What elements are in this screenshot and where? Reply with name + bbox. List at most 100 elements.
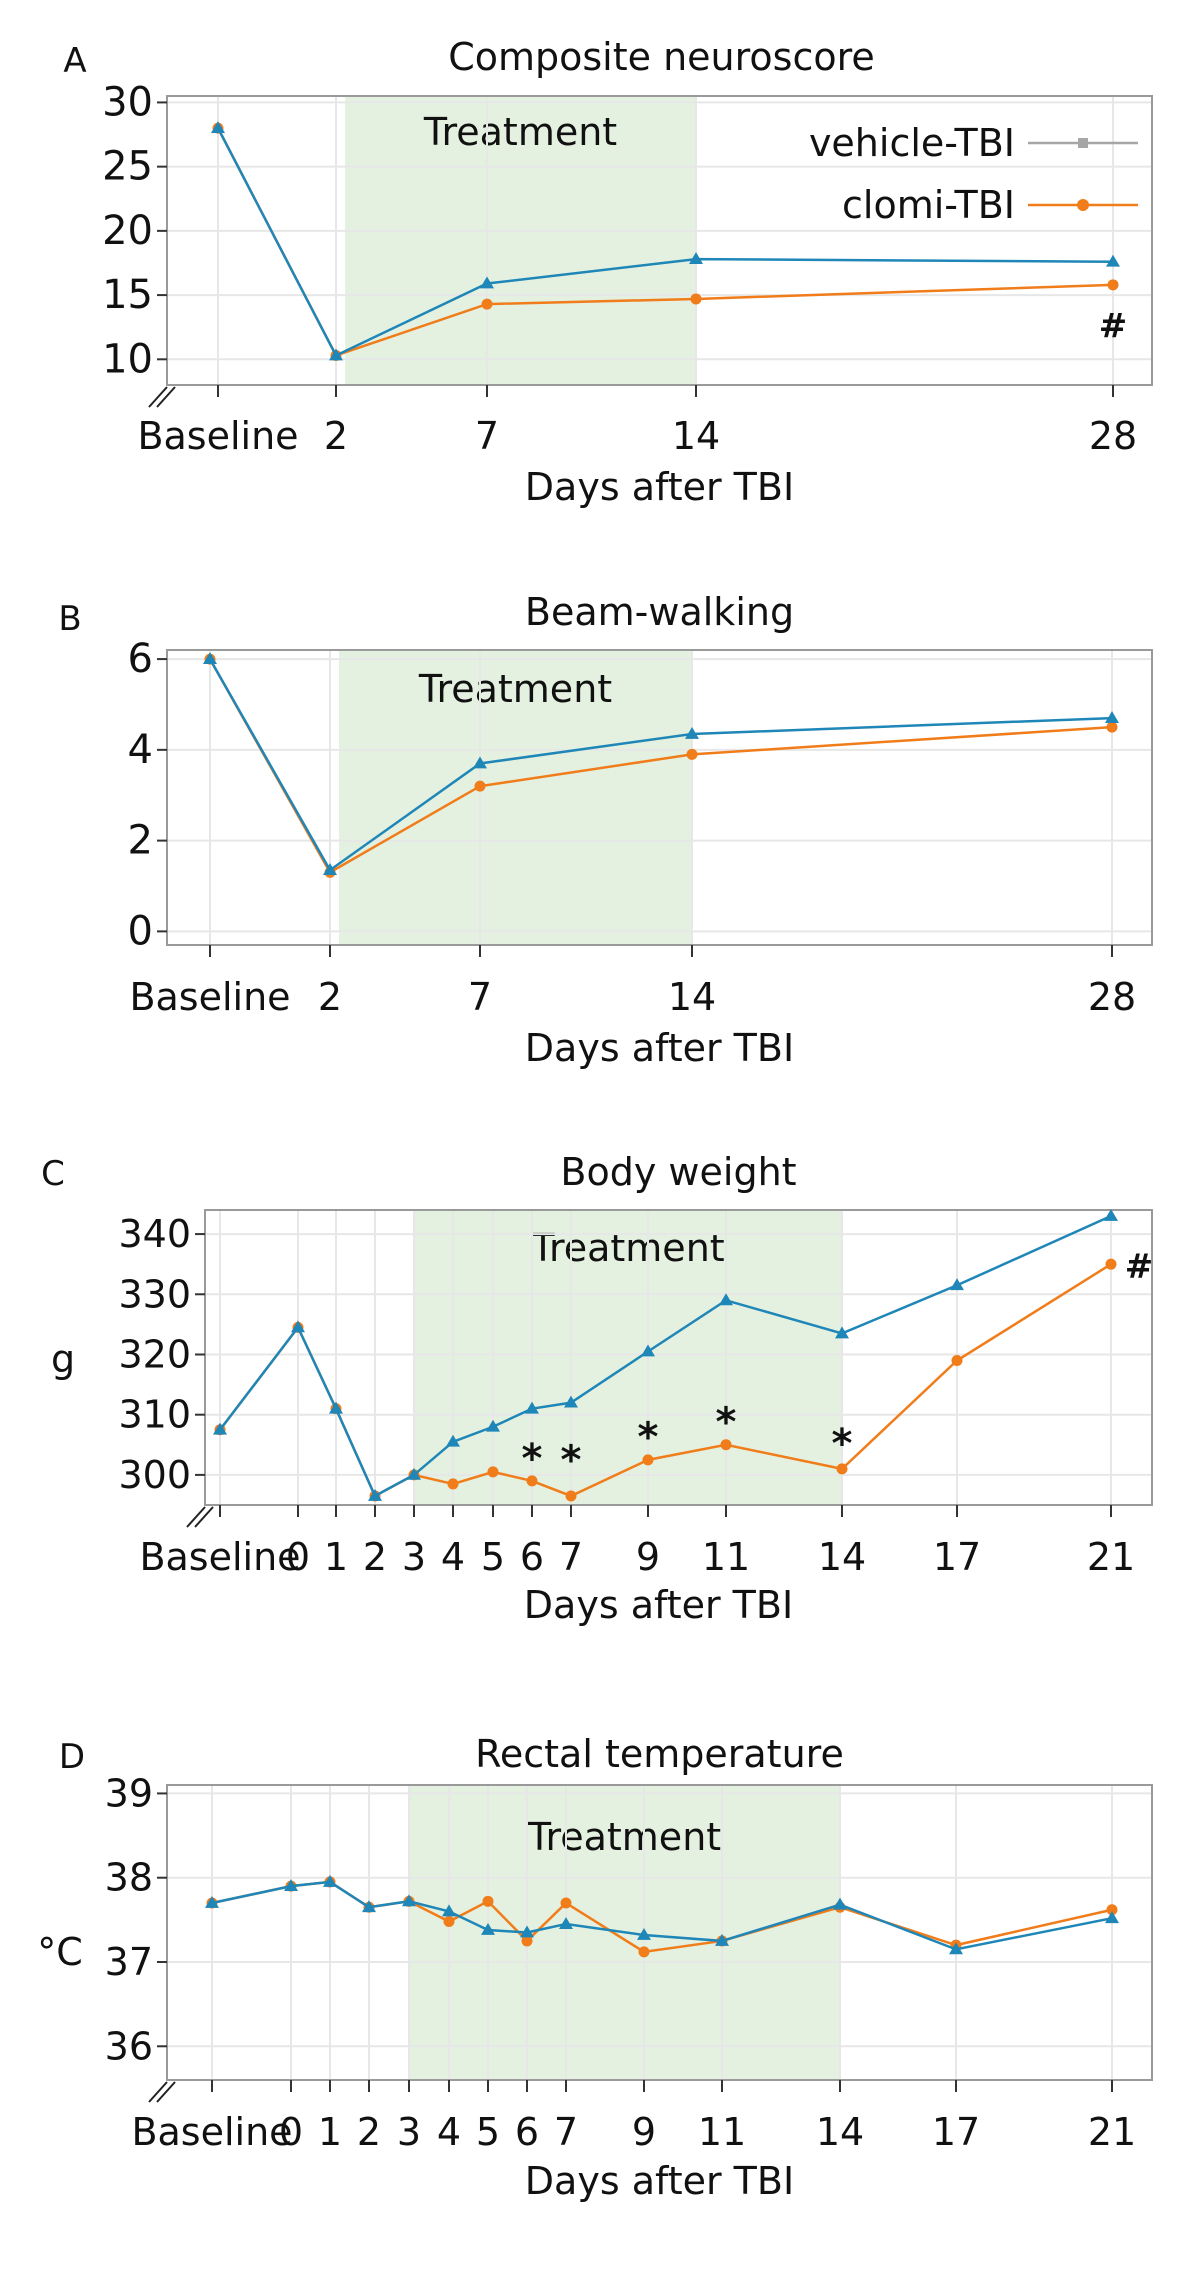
data-point-vehicle xyxy=(719,1293,733,1306)
x-tick-label: 21 xyxy=(1088,2110,1136,2154)
treatment-label: Treatment xyxy=(418,667,612,711)
data-point-vehicle xyxy=(203,652,217,664)
data-point-vehicle xyxy=(950,1278,964,1291)
x-tick-label: Baseline xyxy=(139,1535,300,1579)
treatment-band xyxy=(345,96,696,385)
y-axis-label: g xyxy=(51,1337,75,1381)
axis-break-mark xyxy=(186,1506,206,1528)
plot-frame xyxy=(166,95,1153,386)
data-point-clomi xyxy=(690,293,702,305)
axis-break-mark xyxy=(148,2081,168,2103)
y-tick-label: 310 xyxy=(118,1393,191,1437)
panel-letter: C xyxy=(41,1154,65,1194)
x-tick-label: 1 xyxy=(324,1535,348,1579)
x-tick-label: Baseline xyxy=(129,975,290,1019)
data-point-clomi xyxy=(447,1478,459,1490)
x-tick-label: 6 xyxy=(515,2110,539,2154)
x-tick-label: 9 xyxy=(636,1535,660,1579)
significance-star: * xyxy=(638,1415,659,1461)
x-tick-label: 17 xyxy=(933,1535,981,1579)
legend-label-vehicle: vehicle-TBI xyxy=(809,121,1015,165)
x-tick-label: 28 xyxy=(1088,975,1136,1019)
y-axis-label: °C xyxy=(37,1930,83,1974)
panel-letter: B xyxy=(58,599,81,639)
data-point-clomi xyxy=(1105,1258,1117,1270)
x-tick-label: 7 xyxy=(554,2110,578,2154)
plot-frame xyxy=(166,649,1153,946)
x-tick-label: 6 xyxy=(520,1535,544,1579)
data-point-vehicle xyxy=(323,1874,337,1887)
data-point-vehicle xyxy=(407,1467,421,1480)
panel-letter: D xyxy=(59,1737,85,1777)
chart-title: Beam-walking xyxy=(525,590,794,634)
significance-hash: # xyxy=(1099,306,1128,346)
data-point-clomi xyxy=(565,1490,577,1502)
chart-panel-a: A Composite neuroscore Treatment 10 15 20 25 30… xyxy=(63,35,1153,509)
x-tick-label: 11 xyxy=(698,2110,746,2154)
series-line-vehicle xyxy=(219,1214,1112,1498)
data-point-clomi xyxy=(836,1463,848,1475)
data-point-vehicle xyxy=(368,1488,382,1501)
data-point-clomi xyxy=(638,1946,650,1958)
x-axis-label: Days after TBI xyxy=(525,2159,794,2203)
y-tick-label: 36 xyxy=(105,2024,153,2068)
chart-title: Body weight xyxy=(560,1150,796,1194)
data-point-vehicle xyxy=(329,1401,343,1414)
legend-label-clomi: clomi-TBI xyxy=(842,183,1015,227)
x-tick-label: 2 xyxy=(318,975,342,1019)
data-point-clomi xyxy=(487,1466,499,1478)
y-tick-label: 320 xyxy=(118,1332,191,1376)
y-tick-label: 30 xyxy=(102,79,153,125)
x-tick-label: 11 xyxy=(702,1535,750,1579)
chart-title: Composite neuroscore xyxy=(448,35,875,79)
x-axis-label: Days after TBI xyxy=(525,1026,794,1070)
y-tick-label: 300 xyxy=(118,1453,191,1497)
x-tick-label: 14 xyxy=(818,1535,866,1579)
data-point-clomi xyxy=(526,1475,538,1487)
x-tick-label: 21 xyxy=(1087,1535,1135,1579)
chart-panel-c: C Body weightTreatment300310320330340Base… xyxy=(41,1150,1153,1627)
x-tick-label: 0 xyxy=(279,2110,303,2154)
data-point-vehicle xyxy=(833,1897,847,1910)
legend-marker-vehicle xyxy=(1078,138,1088,148)
data-point-vehicle xyxy=(1104,1209,1118,1221)
data-point-vehicle xyxy=(715,1933,729,1946)
y-tick-label: 10 xyxy=(102,336,153,382)
y-tick-label: 6 xyxy=(128,636,153,682)
data-point-vehicle xyxy=(211,121,225,134)
y-tick-label: 2 xyxy=(128,818,153,864)
y-tick-label: 4 xyxy=(128,727,153,773)
data-point-vehicle xyxy=(637,1928,651,1940)
data-point-clomi xyxy=(521,1935,533,1947)
x-axis-label: Days after TBI xyxy=(524,1583,793,1627)
axis-break-mark xyxy=(194,1506,214,1528)
chart-panel-b: B Beam-walking Treatment 0 2 4 6 Baseline 2 7 14 28… xyxy=(58,590,1153,1070)
data-point-vehicle xyxy=(213,1422,227,1435)
data-point-clomi xyxy=(686,748,698,760)
data-point-vehicle xyxy=(486,1419,500,1432)
data-point-vehicle xyxy=(402,1894,416,1907)
data-point-vehicle xyxy=(205,1896,219,1908)
data-point-vehicle xyxy=(689,252,703,265)
data-point-clomi xyxy=(482,1895,494,1907)
data-point-vehicle xyxy=(446,1434,460,1447)
data-point-vehicle xyxy=(1106,254,1120,267)
x-axis-label: Days after TBI xyxy=(525,465,794,509)
y-tick-label: 38 xyxy=(105,1856,153,1900)
x-tick-label: 2 xyxy=(363,1535,387,1579)
data-point-vehicle xyxy=(442,1904,456,1917)
panel-letter: A xyxy=(63,41,86,81)
data-point-vehicle xyxy=(284,1879,298,1892)
y-tick-label: 0 xyxy=(128,908,153,954)
data-point-vehicle xyxy=(362,1900,376,1913)
data-point-clomi xyxy=(481,298,493,310)
plot-frame xyxy=(166,1784,1153,2081)
data-point-vehicle xyxy=(835,1326,849,1339)
x-tick-label: 3 xyxy=(397,2110,421,2154)
data-point-vehicle xyxy=(323,863,337,876)
data-point-vehicle xyxy=(1105,1911,1119,1924)
x-tick-label: 28 xyxy=(1089,414,1137,458)
x-tick-label: 14 xyxy=(816,2110,864,2154)
data-point-vehicle xyxy=(481,1922,495,1935)
x-tick-label: 14 xyxy=(668,975,716,1019)
